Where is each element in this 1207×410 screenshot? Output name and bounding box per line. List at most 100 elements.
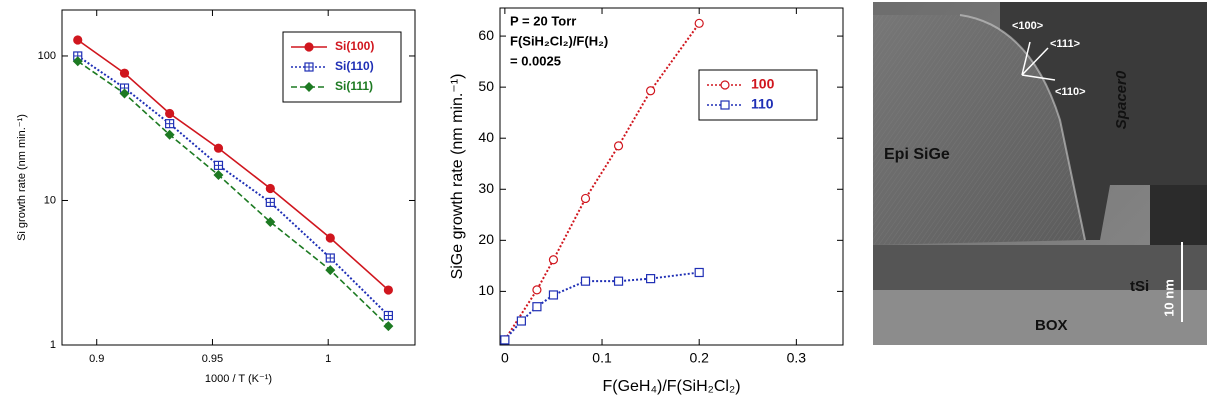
marker xyxy=(383,321,394,332)
marker xyxy=(500,335,510,345)
marker xyxy=(613,276,624,286)
marker-shape xyxy=(500,335,510,345)
x-tick-label: 0.9 xyxy=(89,353,104,365)
marker-shape xyxy=(580,276,591,286)
marker-shape xyxy=(720,100,730,110)
marker xyxy=(613,141,624,151)
marker-shape xyxy=(304,82,314,92)
marker xyxy=(265,183,275,194)
plot-frame xyxy=(499,7,844,346)
legend-label: Si(110) xyxy=(335,59,374,73)
scale-label: 10 nm xyxy=(1161,279,1176,317)
y-tick-label: 10 xyxy=(44,194,56,206)
y-tick-label: 1 xyxy=(50,339,56,351)
marker xyxy=(72,56,83,67)
marker xyxy=(694,267,704,278)
marker xyxy=(548,290,559,300)
legend-label: 100 xyxy=(751,76,775,92)
marker-shape xyxy=(532,302,542,312)
marker xyxy=(694,18,704,28)
direction-label: <111> xyxy=(1050,38,1080,50)
marker-shape xyxy=(532,285,542,295)
marker xyxy=(304,82,314,92)
marker-shape xyxy=(613,141,624,151)
y-tick-label: 100 xyxy=(38,50,56,62)
marker xyxy=(165,119,175,129)
marker xyxy=(548,255,559,265)
marker xyxy=(383,310,393,321)
marker-shape xyxy=(164,129,175,140)
marker xyxy=(119,88,130,99)
marker xyxy=(383,285,393,295)
y-tick-label: 10 xyxy=(478,282,494,298)
marker xyxy=(304,62,314,72)
marker xyxy=(325,233,335,243)
marker xyxy=(265,197,275,207)
marker-shape xyxy=(694,267,704,278)
marker-shape xyxy=(265,183,275,194)
marker-shape xyxy=(304,42,314,52)
marker-shape xyxy=(646,274,656,284)
marker-shape xyxy=(548,290,559,300)
tsi-layer xyxy=(873,245,1207,290)
marker-shape xyxy=(119,88,130,99)
direction-label: <100> xyxy=(1012,20,1043,32)
y-axis-label: SiGe growth rate (nm min.⁻¹) xyxy=(449,74,466,280)
x-tick-label: 0 xyxy=(501,350,509,366)
region-label: tSi xyxy=(1130,278,1149,295)
marker-shape xyxy=(119,68,130,78)
legend-box xyxy=(698,69,818,121)
facet-edge xyxy=(959,14,1086,241)
marker-shape xyxy=(613,276,624,286)
lattice-texture xyxy=(873,15,1085,245)
y-tick-label: 20 xyxy=(478,231,494,247)
annotation: = 0.0025 xyxy=(510,53,561,68)
legend-label: Si(111) xyxy=(335,79,373,93)
marker xyxy=(73,35,83,45)
marker-shape xyxy=(383,321,394,332)
x-tick-label: 0.95 xyxy=(202,353,223,365)
y-tick-label: 60 xyxy=(478,27,494,43)
y-tick-label: 30 xyxy=(478,180,494,196)
marker-shape xyxy=(213,170,224,181)
marker-shape xyxy=(646,86,656,96)
marker xyxy=(213,143,224,153)
marker-shape xyxy=(580,193,591,204)
legend-label: Si(100) xyxy=(335,39,374,53)
marker xyxy=(720,100,730,110)
marker xyxy=(164,129,175,140)
region-label: Spacer0 xyxy=(1113,70,1130,129)
direction-label: <110> xyxy=(1055,86,1086,98)
y-tick-label: 50 xyxy=(478,78,494,94)
direction-arrows xyxy=(1021,41,1056,81)
legend-label: 110 xyxy=(751,96,774,112)
marker-shape xyxy=(265,216,276,227)
marker-shape xyxy=(73,35,83,45)
marker-shape xyxy=(516,316,526,326)
marker xyxy=(304,42,314,52)
marker xyxy=(646,86,656,96)
legend-box xyxy=(282,31,402,103)
marker xyxy=(325,265,336,276)
marker xyxy=(213,160,224,170)
y-tick-label: 40 xyxy=(478,129,494,145)
region-label: BOX xyxy=(1035,317,1068,334)
marker-shape xyxy=(383,285,393,295)
x-axis-label: F(GeH₄)/F(SiH₂Cl₂) xyxy=(602,378,740,395)
marker xyxy=(213,170,224,181)
marker xyxy=(532,302,542,312)
box-layer xyxy=(873,290,1207,345)
marker xyxy=(646,274,656,284)
region-label: Epi SiGe xyxy=(884,146,950,163)
marker-shape xyxy=(325,265,336,276)
x-axis-label: 1000 / T (K⁻¹) xyxy=(205,373,272,385)
annotation: P = 20 Torr xyxy=(510,13,576,28)
marker xyxy=(265,216,276,227)
annotation: F(SiH₂Cl₂)/F(H₂) xyxy=(510,33,608,48)
marker-shape xyxy=(213,143,224,153)
marker-shape xyxy=(72,56,83,67)
marker-shape xyxy=(165,108,175,119)
marker xyxy=(325,253,335,263)
plot-frame xyxy=(61,9,416,346)
